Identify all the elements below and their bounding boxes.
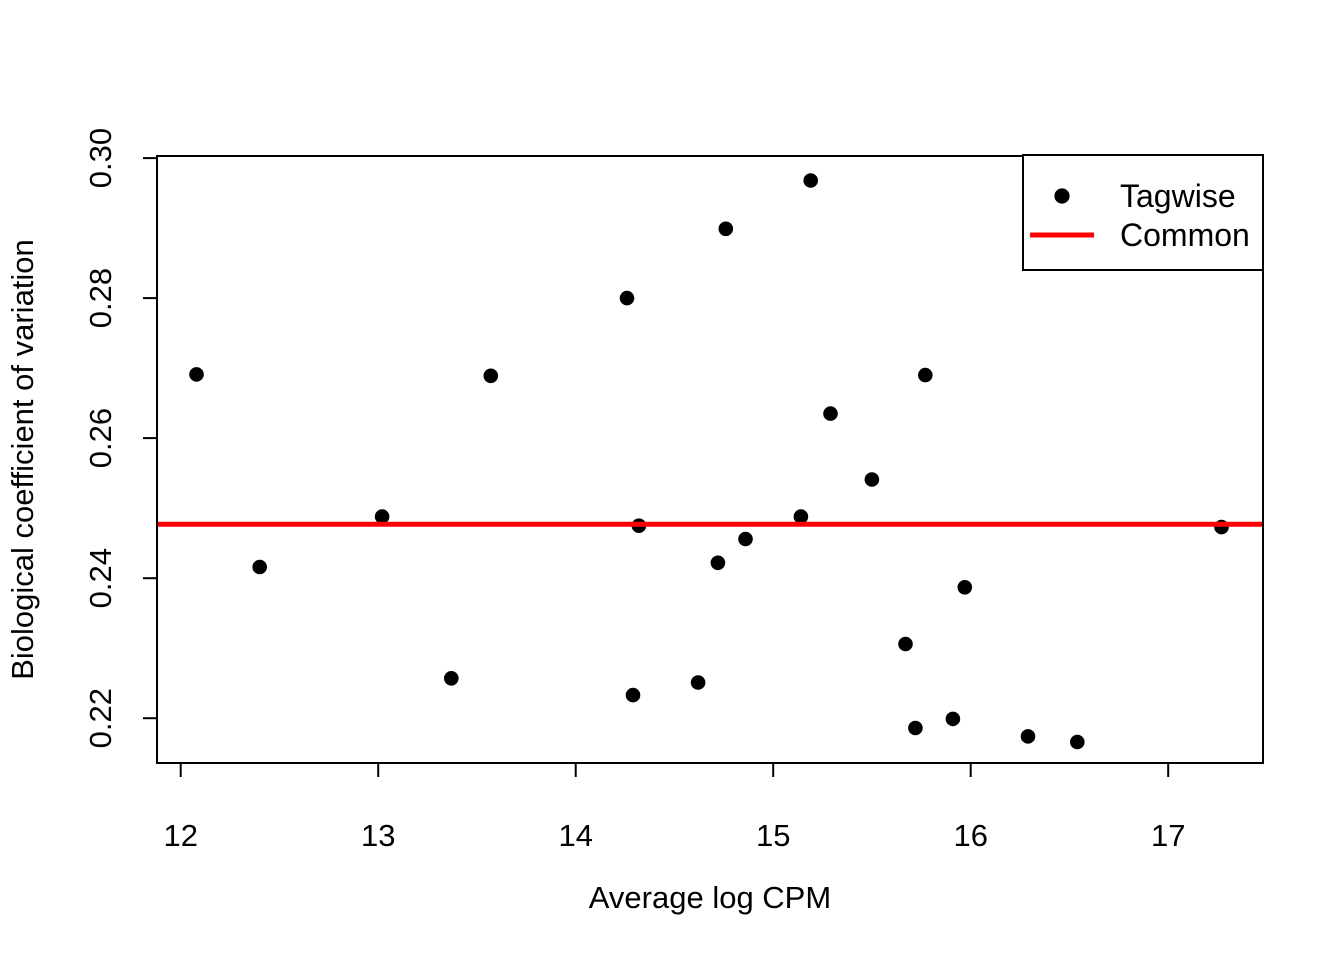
- y-tick-label: 0.26: [83, 408, 118, 468]
- x-tick-label: 17: [1151, 818, 1185, 853]
- data-point: [189, 367, 204, 382]
- data-point: [793, 509, 809, 524]
- legend-label: Common: [1120, 217, 1250, 253]
- x-tick-label: 13: [361, 818, 395, 853]
- data-point: [483, 368, 499, 384]
- legend-point-marker: [1054, 188, 1070, 204]
- data-point: [619, 290, 635, 306]
- data-point: [823, 406, 838, 421]
- x-tick-label: 15: [756, 818, 790, 853]
- x-tick-label: 12: [163, 818, 197, 853]
- y-tick-label: 0.24: [83, 548, 118, 608]
- data-point: [690, 675, 706, 690]
- data-point: [1020, 729, 1036, 744]
- data-point: [625, 687, 641, 703]
- y-tick-label: 0.30: [83, 128, 118, 188]
- data-point: [898, 636, 913, 652]
- data-point: [1070, 734, 1085, 750]
- x-axis-title: Average log CPM: [589, 880, 831, 915]
- y-axis-title: Biological coefficient of variation: [5, 239, 40, 680]
- y-tick-label: 0.28: [83, 268, 118, 328]
- plot-border: [156, 155, 1264, 764]
- data-point: [710, 555, 726, 571]
- data-point: [945, 711, 961, 727]
- data-point: [957, 580, 973, 595]
- legend-box: [1022, 154, 1264, 271]
- data-point: [718, 221, 734, 237]
- data-point: [374, 509, 390, 524]
- data-point: [918, 367, 933, 383]
- x-tick-label: 16: [953, 818, 987, 853]
- y-tick-label: 0.22: [83, 688, 118, 748]
- data-point: [738, 531, 753, 547]
- x-tick-label: 14: [558, 818, 592, 853]
- data-point: [803, 173, 818, 188]
- data-point: [444, 671, 459, 686]
- data-point: [864, 472, 880, 487]
- data-point: [252, 559, 267, 575]
- legend-label: Tagwise: [1120, 178, 1236, 214]
- data-point: [908, 720, 923, 736]
